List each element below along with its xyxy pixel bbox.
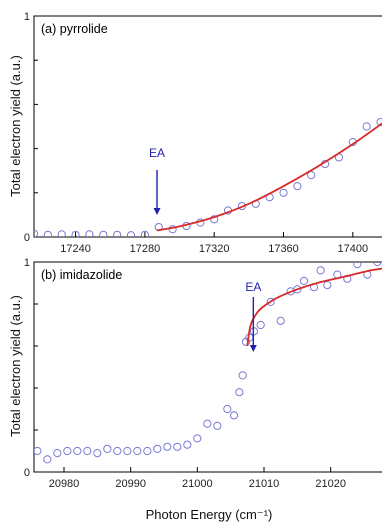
panel-b-x-tick-label: 21020 [315, 478, 346, 490]
panel-b-frame [33, 261, 382, 473]
panel-a-plot-area [34, 117, 382, 237]
panel-b-data-point [183, 440, 192, 449]
panel-b-data-point [103, 444, 112, 453]
panel-a-data-point [99, 230, 108, 237]
panel-b-data-point [43, 455, 52, 464]
panel-b-data-point [373, 262, 382, 267]
panel-a: 0 1 17240 17280 17320 17360 17400 EA (a) pyrrol… [24, 11, 382, 255]
panel-b-data-point [73, 446, 82, 456]
panel-b-data-point [213, 421, 222, 430]
panel-b-data-point [83, 446, 92, 456]
panel-b-data-point [143, 446, 152, 456]
panel-a-data-point [85, 230, 94, 237]
panel-b-data-point [229, 411, 239, 420]
panel-a-data-point [376, 117, 382, 127]
panel-b-plot-area [34, 262, 382, 464]
panel-b-data-point [203, 419, 212, 428]
panel-b-marks: 0 1 20980 20990 21000 21010 21020 EA [24, 257, 382, 490]
panel-b-data-point [193, 434, 202, 443]
panel-a-x-tick-label: 17400 [338, 243, 369, 255]
panel-a-data-point [126, 231, 136, 237]
panel-a-data-point [57, 230, 66, 237]
panel-b-x-tick-label: 20990 [115, 478, 146, 490]
panel-b-y-tick-label: 1 [24, 257, 30, 269]
panel-b-data-point [316, 266, 325, 275]
y-axis-title-b: Total electron yield (a.u.) [8, 295, 23, 437]
panel-b-data-point [153, 444, 162, 453]
panel-a-ea-arrowhead [153, 208, 161, 215]
panel-a-fit-curve [156, 122, 382, 232]
panel-a-data-point [71, 230, 80, 237]
panel-b-data-point [276, 316, 285, 325]
panel-b-data-point [113, 446, 122, 456]
panel-b-x-tick-label: 21000 [182, 478, 213, 490]
panel-a-y-tick-label: 1 [24, 11, 30, 23]
panel-a-frame [33, 15, 382, 238]
panel-b-data-point [63, 446, 72, 456]
panel-b-data-point [173, 442, 182, 451]
panel-b-data-point [353, 262, 362, 269]
panel-b-data-point [293, 285, 302, 294]
panel-a-data-point [210, 215, 219, 224]
panel-b: 0 1 20980 20990 21000 21010 21020 EA (b) imidaz… [24, 257, 382, 490]
panel-b-data-point [133, 446, 142, 456]
panel-b-data-point [123, 446, 132, 456]
panel-a-label: (a) pyrrolide [41, 22, 108, 36]
panel-b-label: (b) imidazolide [41, 268, 122, 282]
panel-a-x-tick-label: 17360 [268, 243, 299, 255]
panel-b-ea-arrowhead [249, 345, 257, 352]
panel-a-x-tick-label: 17280 [130, 243, 161, 255]
panel-a-marks: 0 1 17240 17280 17320 17360 17400 EA [24, 11, 382, 255]
panel-a-data-point [279, 188, 288, 197]
panel-a-x-tick-label: 17240 [60, 243, 91, 255]
panel-a-y-tick-label: 0 [24, 232, 30, 244]
panel-a-data-point [307, 171, 316, 180]
panel-a-data-point [140, 230, 149, 237]
panel-a-data-point [34, 229, 39, 237]
panel-a-data-point [113, 230, 122, 237]
panel-b-data-point [223, 404, 232, 414]
panel-b-data-point [34, 446, 42, 456]
panel-b-ea-label: EA [245, 280, 261, 294]
panel-b-data-point [235, 388, 244, 397]
panel-a-x-tick-label: 17320 [199, 243, 230, 255]
y-axis-title-a: Total electron yield (a.u.) [8, 55, 23, 197]
panel-b-data-point [163, 442, 172, 451]
panel-b-data-point [53, 449, 62, 458]
panel-a-data-point [43, 230, 52, 237]
panel-b-data-point [323, 281, 332, 290]
panel-b-x-tick-label: 20980 [49, 478, 80, 490]
panel-a-data-point [293, 182, 302, 191]
panel-b-x-tick-label: 21010 [249, 478, 280, 490]
panel-b-y-tick-label: 0 [24, 467, 30, 479]
x-axis-title: Photon Energy (cm⁻¹) [146, 507, 273, 522]
panel-b-data-point [266, 297, 275, 306]
panel-b-data-point [238, 371, 247, 380]
panel-a-ea-label: EA [149, 146, 165, 160]
panel-a-data-point [362, 122, 371, 131]
panel-b-fit-curve [246, 267, 382, 347]
panel-b-data-point [93, 449, 102, 458]
panel-b-data-point [299, 276, 309, 285]
panel-b-data-point [256, 320, 265, 330]
